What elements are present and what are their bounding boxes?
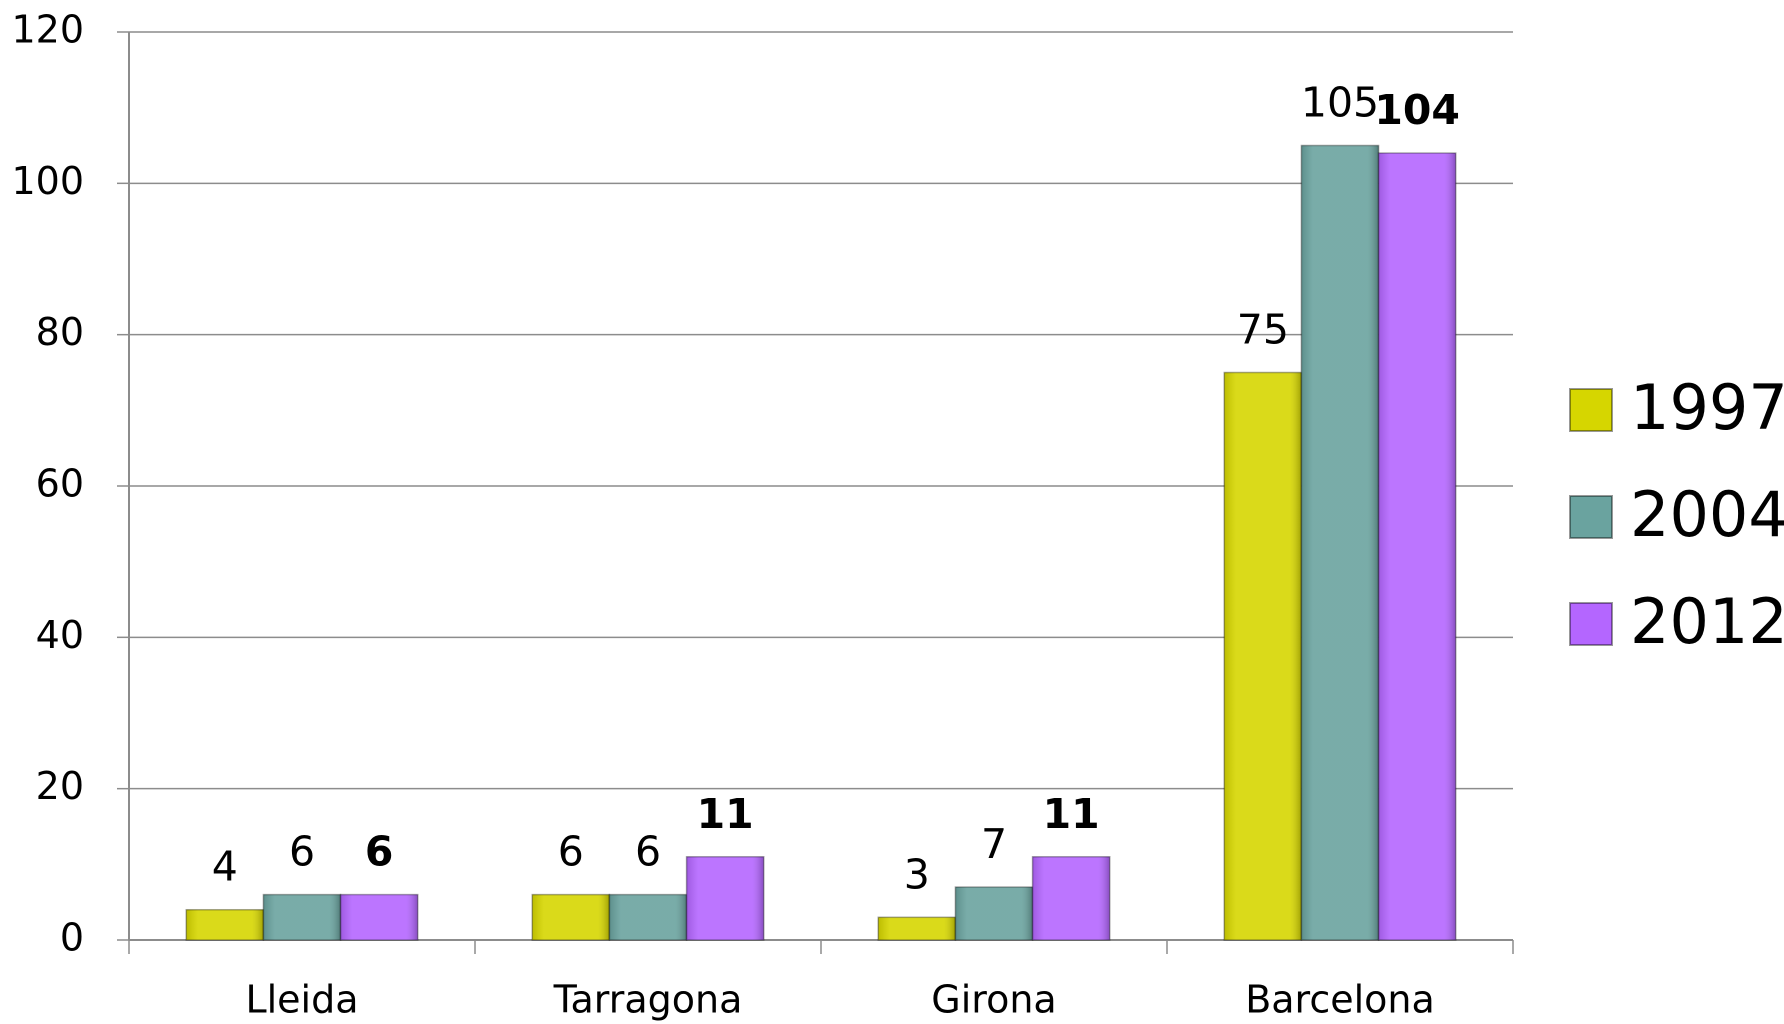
bar-shade xyxy=(609,894,687,940)
value-label: 6 xyxy=(558,828,584,876)
legend-swatch xyxy=(1569,602,1613,646)
legend-label: 2004 xyxy=(1630,478,1784,551)
value-label: 3 xyxy=(904,850,930,898)
value-label: 4 xyxy=(212,843,238,891)
bar-shade xyxy=(186,909,264,940)
bar-shade xyxy=(1301,145,1379,940)
bar-shade xyxy=(1224,372,1302,940)
y-tick-label: 100 xyxy=(11,159,84,203)
legend-label: 2012 xyxy=(1630,585,1784,658)
x-tick-label: Barcelona xyxy=(1245,978,1435,1022)
y-tick-label: 0 xyxy=(60,916,84,960)
y-tick-label: 60 xyxy=(36,462,84,506)
y-tick-label: 20 xyxy=(36,764,84,808)
value-label: 6 xyxy=(635,828,661,876)
bar-shade xyxy=(1032,856,1110,940)
bar-shade xyxy=(686,856,764,940)
value-label: 7 xyxy=(981,820,1007,868)
bar-shade xyxy=(340,894,418,940)
bar-shade xyxy=(878,917,956,940)
bar-shade xyxy=(263,894,341,940)
legend-swatch xyxy=(1569,388,1613,432)
x-tick-label: Girona xyxy=(931,978,1056,1022)
y-tick-label: 120 xyxy=(11,8,84,52)
legend-label: 1997 xyxy=(1630,371,1784,444)
value-label: 104 xyxy=(1374,86,1460,134)
value-label: 11 xyxy=(697,790,754,838)
value-label: 75 xyxy=(1237,306,1289,354)
bar-shade xyxy=(532,894,610,940)
legend-swatch xyxy=(1569,495,1613,539)
value-label: 6 xyxy=(365,828,394,876)
value-label: 6 xyxy=(289,828,315,876)
value-label: 105 xyxy=(1301,79,1379,127)
x-tick-label: Tarragona xyxy=(553,978,743,1022)
y-tick-label: 80 xyxy=(36,310,84,354)
bar-shade xyxy=(955,887,1033,940)
y-tick-label: 40 xyxy=(36,613,84,657)
x-tick-label: Lleida xyxy=(245,978,358,1022)
bar-shade xyxy=(1378,153,1456,941)
value-label: 11 xyxy=(1043,790,1100,838)
